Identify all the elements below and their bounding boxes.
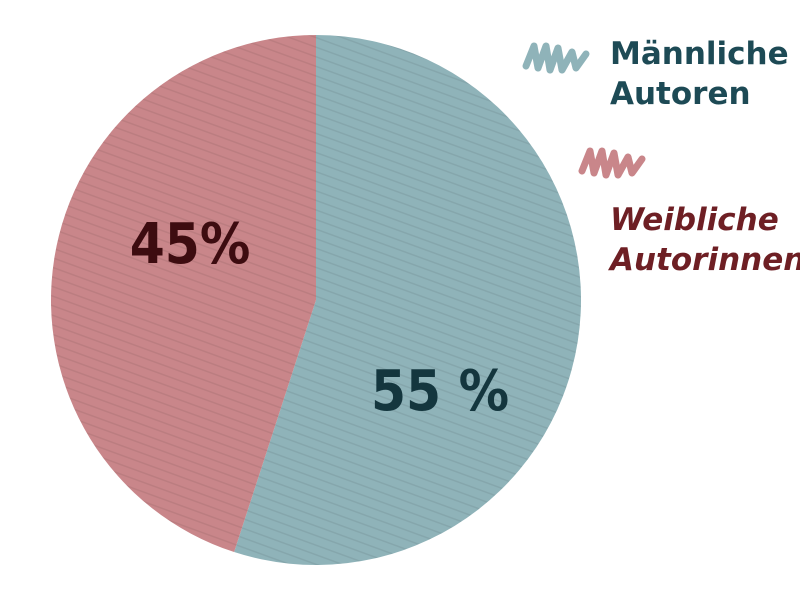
legend-label-1-line-0: Weibliche bbox=[610, 202, 779, 238]
legend: Männliche Autoren Weibliche Autorinnen bbox=[522, 36, 800, 278]
pie-slice-texture-0 bbox=[234, 35, 581, 565]
pie-slice-texture-1 bbox=[50, 35, 317, 553]
legend-label-0-line-1: Autoren bbox=[610, 76, 751, 112]
legend-label-1-line-1: Autorinnen bbox=[607, 242, 800, 278]
data-label-0: 55 % bbox=[371, 359, 509, 424]
data-labels: 55 % 45% bbox=[130, 212, 509, 424]
pie-slices bbox=[50, 35, 581, 565]
legend-label-0-line-0: Männliche bbox=[610, 36, 789, 72]
legend-swatch-1 bbox=[578, 147, 646, 179]
legend-swatch-0 bbox=[522, 42, 590, 74]
data-label-1: 45% bbox=[130, 212, 251, 277]
